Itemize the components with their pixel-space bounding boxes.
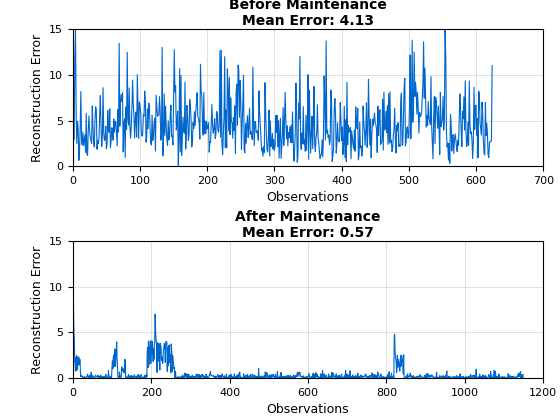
X-axis label: Observations: Observations <box>267 403 349 416</box>
Title: After Maintenance
Mean Error: 0.57: After Maintenance Mean Error: 0.57 <box>235 210 381 240</box>
Y-axis label: Reconstruction Error: Reconstruction Error <box>31 34 44 162</box>
Y-axis label: Reconstruction Error: Reconstruction Error <box>31 246 44 374</box>
X-axis label: Observations: Observations <box>267 192 349 205</box>
Title: Before Maintenance
Mean Error: 4.13: Before Maintenance Mean Error: 4.13 <box>229 0 387 28</box>
